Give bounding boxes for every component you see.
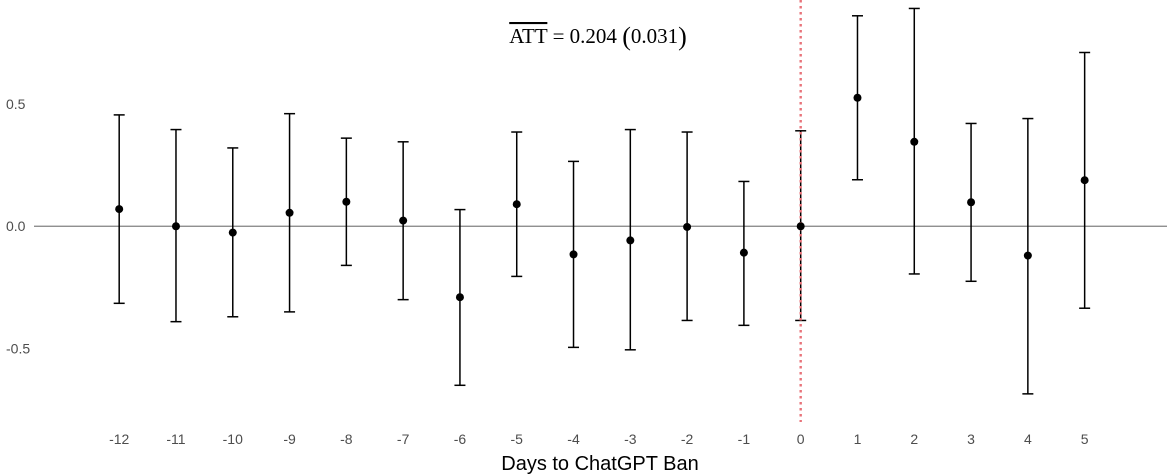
- x-tick-label: -4: [567, 431, 580, 447]
- x-tick-label: 3: [967, 431, 975, 447]
- att-paren-open: (: [622, 22, 631, 51]
- point-estimate: [455, 293, 464, 302]
- x-tick-label: -7: [397, 431, 410, 447]
- point-estimates: [115, 93, 1089, 302]
- point-estimate: [853, 93, 862, 102]
- x-axis-tick-labels: -12 -11 -10 -9 -8 -7 -6 -5 -4 -3 -2 -1 0 1 2 3 4 5: [109, 431, 1089, 447]
- point-estimate: [171, 222, 180, 231]
- x-tick-label: -1: [738, 431, 751, 447]
- x-tick-label: 5: [1081, 431, 1089, 447]
- x-tick-label: 4: [1024, 431, 1032, 447]
- x-tick-label: -2: [681, 431, 694, 447]
- point-estimate: [285, 208, 294, 217]
- y-tick-label: 0.5: [6, 96, 26, 112]
- point-estimate: [626, 236, 635, 245]
- point-estimate: [342, 197, 351, 206]
- point-estimate: [228, 228, 237, 237]
- att-symbol: ATT: [509, 24, 548, 48]
- x-tick-label: 2: [910, 431, 918, 447]
- y-axis-tick-labels: 0.5 0.0 -0.5: [6, 96, 30, 357]
- att-annotation: ATT = 0.204 (0.031): [509, 22, 687, 51]
- x-tick-label: -8: [340, 431, 353, 447]
- svg-text:ATT = 0.204 (0.031): ATT = 0.204 (0.031): [509, 22, 687, 51]
- point-estimate: [1080, 176, 1089, 185]
- x-tick-label: -12: [109, 431, 129, 447]
- point-estimate: [115, 205, 124, 214]
- point-estimate: [683, 222, 692, 231]
- point-estimate: [796, 222, 805, 231]
- att-standard-error: 0.031: [631, 24, 678, 48]
- x-tick-label: -11: [166, 431, 185, 447]
- y-tick-label: 0.0: [6, 218, 26, 234]
- point-estimate: [399, 216, 408, 225]
- att-equals-value: = 0.204: [547, 24, 622, 48]
- point-estimate: [569, 250, 578, 259]
- x-tick-label: -9: [283, 431, 296, 447]
- y-tick-label: -0.5: [6, 341, 30, 357]
- point-estimate: [739, 248, 748, 257]
- point-estimate: [910, 137, 919, 146]
- x-tick-label: 1: [854, 431, 862, 447]
- x-axis-title: Days to ChatGPT Ban: [501, 453, 699, 474]
- x-tick-label: -6: [454, 431, 467, 447]
- point-estimate: [967, 198, 976, 207]
- error-bars: [113, 7, 1091, 395]
- point-estimate: [512, 200, 521, 209]
- point-estimate: [1023, 251, 1032, 260]
- x-tick-label: -10: [223, 431, 243, 447]
- att-paren-close: ): [678, 22, 687, 51]
- x-tick-label: 0: [797, 431, 805, 447]
- x-tick-label: -5: [511, 431, 524, 447]
- x-tick-label: -3: [624, 431, 637, 447]
